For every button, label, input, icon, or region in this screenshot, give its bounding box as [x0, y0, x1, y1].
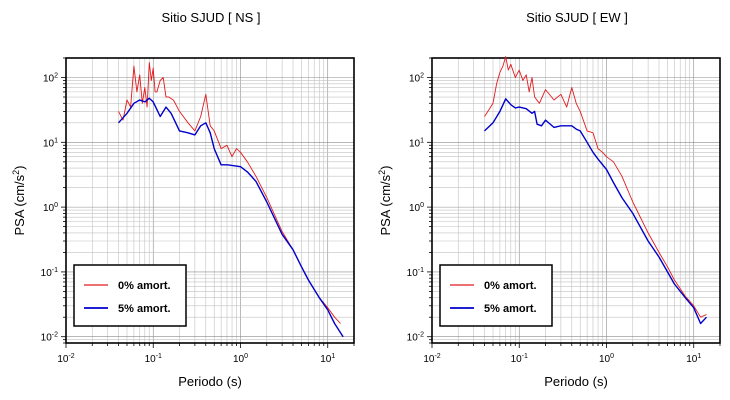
x-axis-label: Periodo (s)	[544, 374, 608, 389]
y-tick-label: 102	[409, 73, 424, 85]
chart-title: Sitio SJUD [ NS ]	[162, 10, 261, 25]
legend-label-1: 0% amort.	[484, 280, 537, 292]
x-tick-label: 10-2	[423, 353, 440, 365]
legend-label-2: 5% amort.	[484, 303, 537, 315]
x-tick-label: 100	[599, 353, 614, 365]
series-line-2	[117, 97, 344, 338]
x-tick-label: 101	[686, 353, 701, 365]
grid	[65, 57, 355, 344]
y-tick-label: 100	[409, 202, 424, 214]
y-tick-label: 101	[409, 137, 424, 149]
series-line-1	[484, 56, 707, 318]
series-group	[484, 56, 708, 325]
plot-frame	[65, 57, 355, 344]
legend-label-2: 5% amort.	[118, 303, 171, 315]
x-tick-label: 10-1	[145, 353, 162, 365]
series-line-2	[484, 98, 708, 325]
x-tick-label: 101	[320, 353, 335, 365]
legend-box	[73, 264, 187, 327]
y-tick-label: 10-1	[41, 267, 58, 279]
chart-title: Sitio SJUD [ EW ]	[526, 10, 628, 25]
chart-panel-2: Sitio SJUD [ EW ] 10-2 10-1 100 101 10-2 10-1 1…	[377, 10, 721, 389]
y-axis-label: PSA (cm/s2)	[11, 165, 27, 235]
legend-label-1: 0% amort.	[118, 280, 171, 292]
y-tick-label: 10-1	[407, 267, 424, 279]
y-tick-label: 102	[43, 73, 58, 85]
legend: 0% amort. 5% amort.	[73, 264, 187, 327]
y-tick-label: 10-2	[407, 332, 424, 344]
legend-box	[439, 264, 553, 327]
y-axis-label: PSA (cm/s2)	[377, 165, 393, 235]
chart-panel-1: Sitio SJUD [ NS ] 10-2 10-1 100 101 10-2 10-1 1…	[11, 10, 355, 389]
x-tick-label: 100	[233, 353, 248, 365]
y-tick-label: 101	[43, 137, 58, 149]
legend: 0% amort. 5% amort.	[439, 264, 553, 327]
x-tick-label: 10-1	[511, 353, 528, 365]
series-line-1	[118, 62, 341, 324]
x-axis-label: Periodo (s)	[178, 374, 242, 389]
x-tick-label: 10-2	[57, 353, 74, 365]
plot-frame	[431, 57, 721, 344]
series-group	[117, 62, 344, 338]
y-tick-label: 100	[43, 202, 58, 214]
y-tick-label: 10-2	[41, 332, 58, 344]
